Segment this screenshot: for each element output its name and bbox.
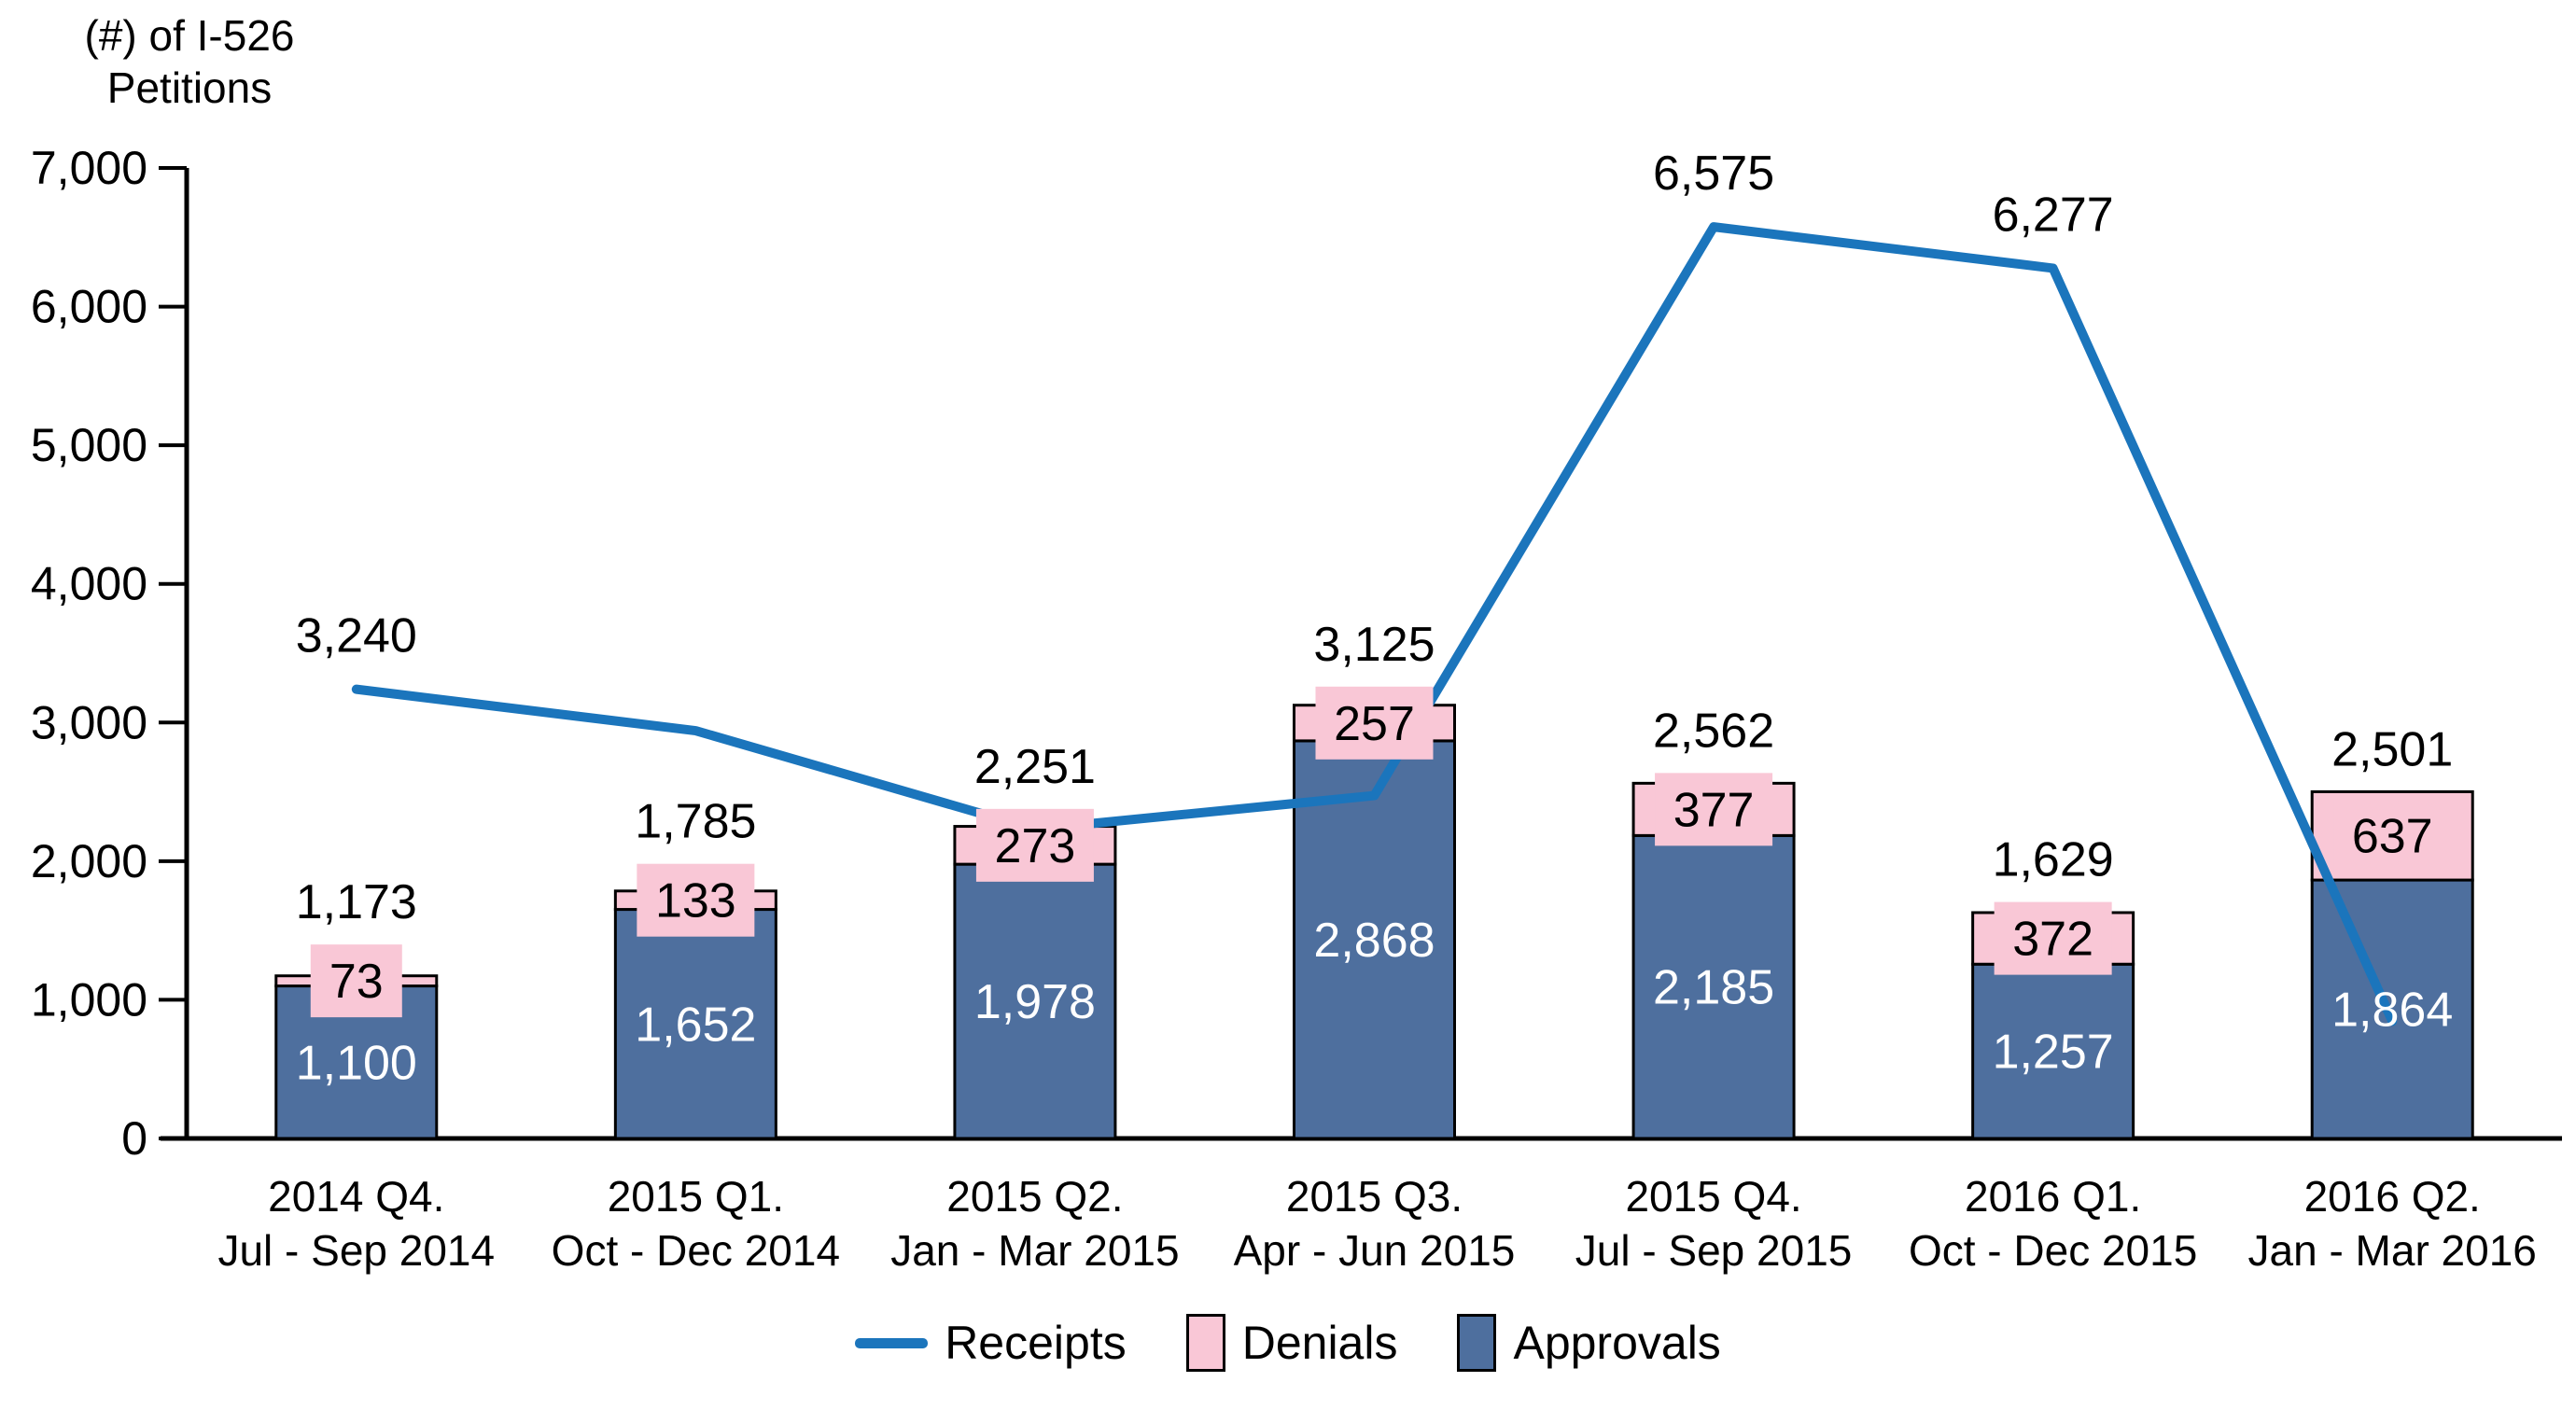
approvals-bar-segment — [1971, 962, 2135, 1140]
receipts-line-swatch — [855, 1337, 929, 1348]
approvals-value-label: 1,978 — [974, 975, 1096, 1029]
legend-label-denials: Denials — [1241, 1317, 1398, 1369]
legend-label-receipts: Receipts — [945, 1317, 1127, 1369]
y-axis-title: (#) of I-526 Petitions — [45, 9, 334, 114]
x-axis-label-range: Oct - Dec 2014 — [552, 1226, 840, 1275]
approvals-value-label: 1,864 — [2331, 984, 2453, 1038]
denials-value-label: 637 — [2352, 810, 2433, 864]
denials-label-box — [1655, 773, 1773, 846]
denials-label-box — [1315, 686, 1434, 760]
bar-total-label: 1,785 — [635, 795, 756, 849]
approvals-value-label: 1,100 — [296, 1036, 417, 1090]
approvals-value-label: 1,652 — [635, 998, 756, 1052]
legend: Receipts Denials Approvals — [0, 1314, 2576, 1372]
approvals-bar-segment — [953, 862, 1117, 1140]
receipts-line — [351, 222, 2398, 1026]
y-tick-label: 6,000 — [31, 281, 147, 333]
x-axis-label-quarter: 2015 Q3. — [1286, 1172, 1463, 1221]
legend-item-denials: Denials — [1185, 1314, 1398, 1372]
x-axis-label-quarter: 2015 Q2. — [946, 1172, 1123, 1221]
data-labels: 1,100 73 1,173 3,240 2014 Q4. Jul - Sep 2014 1… — [217, 147, 2536, 1275]
y-axis-title-line2: Petitions — [106, 63, 273, 113]
y-axis: 0 1,000 2,000 3,000 4,000 5,000 6,000 7,000 — [31, 142, 2562, 1165]
bar-total-label: 1,173 — [296, 875, 417, 929]
x-axis-label-quarter: 2015 Q4. — [1625, 1172, 1801, 1221]
bar-total-label: 1,629 — [1993, 833, 2114, 887]
x-axis-label-range: Oct - Dec 2015 — [1909, 1226, 2197, 1275]
denials-value-label: 133 — [655, 874, 736, 928]
legend-item-receipts: Receipts — [855, 1316, 1127, 1370]
x-axis-label-range: Jan - Mar 2015 — [890, 1226, 1179, 1275]
legend-item-approvals: Approvals — [1457, 1314, 1721, 1372]
bar-total-label: 2,251 — [974, 740, 1096, 794]
x-axis-label-range: Apr - Jun 2015 — [1234, 1226, 1516, 1275]
x-axis-label-range: Jan - Mar 2016 — [2248, 1226, 2537, 1275]
approvals-bar-segment — [613, 908, 777, 1140]
y-tick-label: 4,000 — [31, 558, 147, 610]
denials-value-label: 273 — [995, 819, 1076, 873]
bar-total-label: 2,562 — [1653, 704, 1774, 758]
y-tick-label: 3,000 — [31, 696, 147, 748]
x-axis-label-quarter: 2014 Q4. — [268, 1172, 444, 1221]
x-axis-label-range: Jul - Sep 2014 — [217, 1226, 495, 1275]
denials-label-box — [310, 944, 402, 1018]
bar-total-label: 3,125 — [1313, 618, 1435, 672]
denials-swatch — [1185, 1314, 1225, 1372]
receipts-value-label: 6,277 — [1993, 188, 2114, 242]
y-tick-label: 7,000 — [31, 142, 147, 194]
x-axis-label-quarter: 2016 Q2. — [2304, 1172, 2481, 1221]
receipts-value-label: 3,240 — [296, 609, 417, 663]
legend-label-approvals: Approvals — [1513, 1317, 1721, 1369]
y-axis-title-line1: (#) of I-526 — [84, 11, 295, 60]
receipts-value-label: 6,575 — [1653, 147, 1774, 201]
x-axis-label-quarter: 2015 Q1. — [608, 1172, 784, 1221]
x-axis-label-range: Jul - Sep 2015 — [1575, 1226, 1853, 1275]
y-tick-label: 0 — [121, 1112, 147, 1165]
y-tick-label: 5,000 — [31, 419, 147, 471]
approvals-value-label: 2,868 — [1313, 914, 1435, 968]
denials-label-box — [975, 808, 1094, 882]
approvals-value-label: 2,185 — [1653, 961, 1774, 1015]
x-axis-label-quarter: 2016 Q1. — [1965, 1172, 2141, 1221]
bar-total-label: 2,501 — [2331, 722, 2453, 776]
approvals-swatch — [1457, 1314, 1497, 1372]
denials-value-label: 372 — [2012, 913, 2093, 967]
y-tick-label: 2,000 — [31, 835, 147, 887]
y-tick-label: 1,000 — [31, 973, 147, 1026]
approvals-value-label: 1,257 — [1993, 1026, 2114, 1080]
denials-label-box — [637, 863, 755, 937]
denials-value-label: 73 — [329, 955, 384, 1009]
denials-label-box — [1994, 901, 2112, 975]
denials-value-label: 377 — [1673, 783, 1755, 837]
denials-label-box — [2333, 799, 2452, 873]
approvals-bar-segment — [1293, 739, 1456, 1140]
denials-value-label: 257 — [1334, 697, 1415, 751]
